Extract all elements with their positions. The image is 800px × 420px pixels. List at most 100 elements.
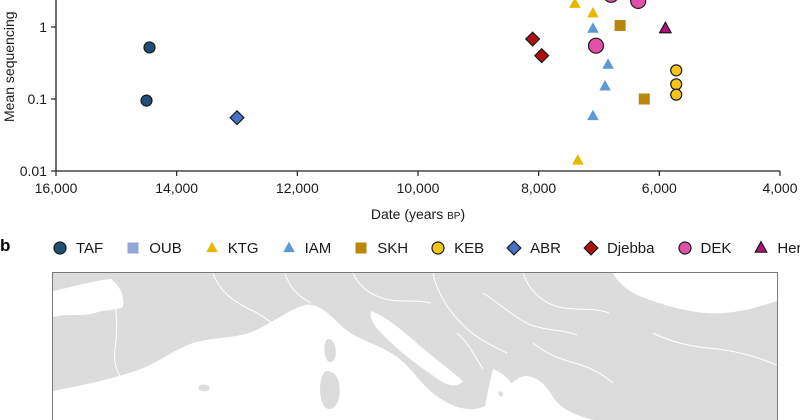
legend-label: DEK xyxy=(700,239,732,257)
legend-label: KTG xyxy=(227,239,259,257)
x-tick-label: 16,000 xyxy=(35,180,78,196)
y-tick-label: 1 xyxy=(39,19,47,35)
atlantic-bay xyxy=(53,279,124,317)
data-point-skh xyxy=(614,19,626,31)
legend-marker-icon xyxy=(282,241,295,253)
legend-label: IAM xyxy=(304,239,332,257)
border-line xyxy=(352,273,432,304)
data-point-ktg xyxy=(572,154,584,165)
data-point-iam xyxy=(602,58,614,69)
legend-label: Djebba xyxy=(606,239,655,257)
legend-marker-djebba xyxy=(583,240,599,256)
legend-marker-oub xyxy=(127,242,139,254)
x-ticks: 16,000 14,000 12,000 10,000 8,000 6,000 4,000 xyxy=(35,171,798,196)
x-tick-label: 10,000 xyxy=(397,180,440,196)
border-line xyxy=(110,278,126,384)
y-axis-label: Mean sequencing xyxy=(1,11,17,122)
y-ticks: 1 0.1 0.01 xyxy=(20,19,56,179)
x-axis-label-close: ) xyxy=(460,206,465,222)
data-point-iam xyxy=(587,109,599,121)
legend-label: Hergla xyxy=(777,239,800,257)
x-tick-label: 14,000 xyxy=(155,180,198,196)
map-islands xyxy=(197,338,504,410)
data-point-iam xyxy=(599,79,611,91)
greek-island xyxy=(497,390,504,398)
data-point-abr xyxy=(229,109,245,126)
legend-label: OUB xyxy=(149,239,182,257)
scatter-plot: 16,000 14,000 12,000 10,000 8,000 6,000 4,000 … xyxy=(1,0,798,222)
border-line xyxy=(212,273,286,336)
data-point-hergla xyxy=(658,21,673,34)
data-point-dek xyxy=(630,0,647,10)
data-point-taf xyxy=(140,94,153,107)
legend-marker-keb xyxy=(431,241,445,255)
data-point-djebba xyxy=(524,31,541,47)
data-point-keb xyxy=(670,88,683,101)
x-tick-label: 4,000 xyxy=(762,180,797,196)
border-line xyxy=(522,273,610,314)
legend-item-ktg: KTG xyxy=(204,240,259,257)
legend-label: SKH xyxy=(377,239,409,257)
legend-marker-dek xyxy=(677,241,692,255)
data-point-taf xyxy=(143,41,156,54)
legend-label: ABR xyxy=(530,239,561,257)
border-line xyxy=(432,273,508,354)
legend-item-abr: ABR xyxy=(506,240,561,257)
legend-marker-abr xyxy=(506,240,522,256)
black-sea xyxy=(613,273,777,314)
border-line xyxy=(284,273,312,304)
y-tick-label: 0.01 xyxy=(20,163,47,179)
legend-label: KEB xyxy=(454,239,485,257)
y-tick-label: 0.1 xyxy=(28,91,48,107)
legend-item-taf: TAF xyxy=(52,240,103,257)
legend-item-oub: OUB xyxy=(125,240,182,257)
sardinia-island xyxy=(319,370,341,410)
legend-item-skh: SKH xyxy=(353,240,408,257)
map xyxy=(52,272,778,420)
legend-marker-icon xyxy=(205,241,218,253)
legend-marker-hergla xyxy=(754,240,769,253)
legend-marker-iam xyxy=(282,241,295,253)
x-tick-label: 12,000 xyxy=(276,180,319,196)
legend-item-hergla: Hergla xyxy=(753,240,800,257)
data-point-keb xyxy=(670,64,683,77)
adriatic-sea xyxy=(370,311,463,386)
legend-marker-icon xyxy=(506,240,522,256)
data-point-ktg xyxy=(587,6,599,18)
x-axis-label: Date (years BP) xyxy=(371,206,465,222)
border-line xyxy=(482,292,578,336)
legend-marker-taf xyxy=(53,241,67,255)
legend-marker-icon xyxy=(583,240,599,256)
data-point-dek xyxy=(587,37,605,54)
data-point-djebba xyxy=(533,47,550,64)
border-line xyxy=(652,332,777,366)
x-axis-label-unit: BP xyxy=(447,211,461,222)
data-point-ktg xyxy=(569,0,581,8)
legend: TAF OUB KTG IAM SKH KEB ABR Djebba DEK Hergla xyxy=(52,236,800,260)
data-point-keb xyxy=(670,78,683,91)
legend-marker-icon xyxy=(754,240,769,253)
legend-item-keb: KEB xyxy=(430,240,484,257)
legend-marker-icon xyxy=(431,241,445,255)
legend-item-iam: IAM xyxy=(281,239,332,257)
border-line xyxy=(532,342,614,384)
x-tick-label: 8,000 xyxy=(521,180,556,196)
panel-b-label: b xyxy=(0,236,11,255)
legend-item-dek: DEK xyxy=(677,239,732,257)
legend-marker-ktg xyxy=(205,241,218,253)
border-line xyxy=(456,332,484,370)
legend-marker-icon xyxy=(355,242,367,254)
balearic-island xyxy=(197,383,211,393)
legend-label: TAF xyxy=(76,239,104,257)
legend-marker-icon xyxy=(53,241,67,255)
legend-marker-icon xyxy=(677,241,692,255)
legend-item-djebba: Djebba xyxy=(583,240,655,257)
corsica-island xyxy=(323,338,337,363)
data-point-dek xyxy=(604,0,618,3)
x-tick-label: 6,000 xyxy=(642,180,677,196)
data-points xyxy=(140,0,683,165)
x-axis-label-main: Date (years xyxy=(371,206,447,222)
data-point-skh xyxy=(638,93,650,105)
map-borders xyxy=(110,273,777,384)
data-point-iam xyxy=(587,22,599,33)
